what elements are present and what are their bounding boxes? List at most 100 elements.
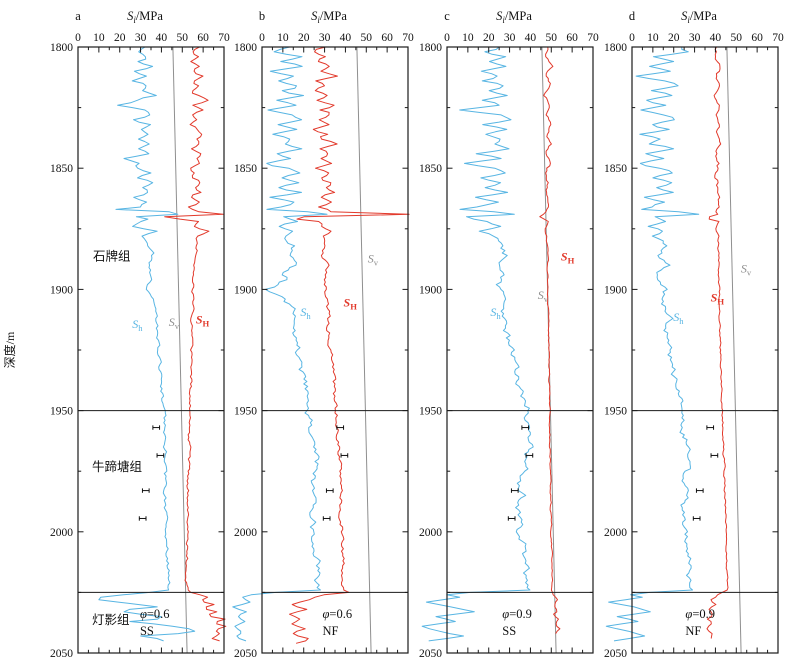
label-part: φ xyxy=(322,607,329,621)
x-tick-label: 10 xyxy=(277,32,289,44)
x-tick-label: 50 xyxy=(546,32,558,44)
label-part: 1850 xyxy=(419,163,442,175)
curve-label-sv: Sv xyxy=(368,252,379,268)
formation-label: 石牌组 xyxy=(93,248,131,263)
x-tick-label: 50 xyxy=(731,32,743,44)
x-tick-label: 60 xyxy=(381,32,393,44)
label-part: 灯影组 xyxy=(92,613,130,627)
label-part: SS xyxy=(140,624,154,638)
x-tick-label: 20 xyxy=(114,32,126,44)
label-part: 30 xyxy=(689,32,701,44)
panel-frame xyxy=(446,46,594,654)
label-part: 1950 xyxy=(50,406,73,418)
y-tick-label: 2000 xyxy=(604,527,627,539)
label-part: 70 xyxy=(772,32,784,44)
axis-ticks xyxy=(446,46,594,654)
label-part: S xyxy=(538,288,544,302)
label-part: φ xyxy=(685,607,692,621)
curve-label-sH: SH xyxy=(561,249,575,265)
sh-curve xyxy=(421,46,534,642)
x-tick-label: 10 xyxy=(647,32,659,44)
label-part: 30 xyxy=(135,32,147,44)
y-tick-label: 1900 xyxy=(50,284,73,296)
label-part: 50 xyxy=(546,32,558,44)
axis-ticks xyxy=(631,46,779,654)
label-part: 50 xyxy=(731,32,743,44)
label-part: 20 xyxy=(668,32,680,44)
x-tick-label: 70 xyxy=(218,32,230,44)
label-part: 深度/m xyxy=(2,331,17,368)
label-part: 1800 xyxy=(419,42,442,54)
axis-ticks xyxy=(261,46,409,654)
panel-d: 0 10 20 30 40 50 60 70 1800 1850 1900 1950 2000 2050 d… xyxy=(604,9,784,660)
y-tick-label: 1850 xyxy=(50,163,73,175)
label-part: 30 xyxy=(504,32,516,44)
y-tick-label: 2050 xyxy=(604,648,627,660)
curve-label-sv: Sv xyxy=(741,261,752,277)
curve-label-sh: Sh xyxy=(300,305,311,321)
curve-label-sh: Sh xyxy=(490,305,501,321)
label-part: 1950 xyxy=(419,406,442,418)
label-part: v xyxy=(747,267,752,277)
depth-axis-label: 深度/m xyxy=(2,331,17,368)
label-part: SS xyxy=(502,624,516,638)
measurement-error-bar xyxy=(695,488,704,493)
sh-curve xyxy=(98,46,196,642)
label-part: /MPa xyxy=(320,9,348,23)
label-part: 牛蹄塘组 xyxy=(92,459,142,474)
measurement-error-bar xyxy=(706,425,715,430)
x-tick-label: 60 xyxy=(566,32,578,44)
label-part: 1850 xyxy=(50,163,73,175)
sv-line xyxy=(726,46,742,654)
label-part: a xyxy=(75,9,81,23)
label-part: φ xyxy=(140,607,147,621)
label-part: S xyxy=(681,9,688,23)
panel-letter: a xyxy=(75,9,81,23)
sv-line xyxy=(172,46,188,654)
curve-label-sh: Sh xyxy=(132,317,143,333)
label-part: 60 xyxy=(751,32,763,44)
label-part: 10 xyxy=(93,32,105,44)
measurement-error-bar xyxy=(336,425,345,430)
y-tick-label: 2050 xyxy=(419,648,442,660)
y-tick-label: 1900 xyxy=(604,284,627,296)
x-tick-label: 10 xyxy=(93,32,105,44)
sH-curve xyxy=(706,46,729,639)
label-part: 60 xyxy=(197,32,209,44)
x-tick-label: 30 xyxy=(504,32,516,44)
measurement-error-bar xyxy=(152,425,161,430)
x-tick-label: 40 xyxy=(340,32,352,44)
x-tick-label: 50 xyxy=(177,32,189,44)
annotation-phi: φ=0.6 xyxy=(140,607,170,621)
annotation-regime: NF xyxy=(685,624,701,638)
label-part: NF xyxy=(322,624,338,638)
label-part: S xyxy=(311,9,318,23)
label-part: 20 xyxy=(298,32,310,44)
label-part: 2000 xyxy=(234,527,257,539)
x-tick-label: 60 xyxy=(197,32,209,44)
label-part: d xyxy=(629,9,636,23)
label-part: 1900 xyxy=(234,284,257,296)
y-tick-label: 1850 xyxy=(604,163,627,175)
label-part: 50 xyxy=(361,32,373,44)
panel-letter: b xyxy=(259,9,265,23)
label-part: c xyxy=(444,9,450,23)
label-part: S xyxy=(490,305,496,319)
measurement-error-bar xyxy=(141,488,150,493)
measurement-error-bar xyxy=(710,453,719,458)
label-part: H xyxy=(350,301,357,311)
panel-b: 0 10 20 30 40 50 60 70 1800 1850 1900 1950 2000 2050 b… xyxy=(232,9,414,660)
label-part: S xyxy=(711,291,718,305)
panel-frame xyxy=(77,46,225,654)
label-part: 50 xyxy=(177,32,189,44)
axis-ticks xyxy=(77,46,225,654)
label-part: S xyxy=(741,261,747,275)
annotation-phi: φ=0.6 xyxy=(322,607,352,621)
label-part: 20 xyxy=(114,32,126,44)
label-part: i xyxy=(502,15,505,25)
formation-label: 牛蹄塘组 xyxy=(92,459,142,474)
y-tick-label: 1950 xyxy=(604,406,627,418)
label-part: 60 xyxy=(566,32,578,44)
label-part: v xyxy=(374,258,379,268)
